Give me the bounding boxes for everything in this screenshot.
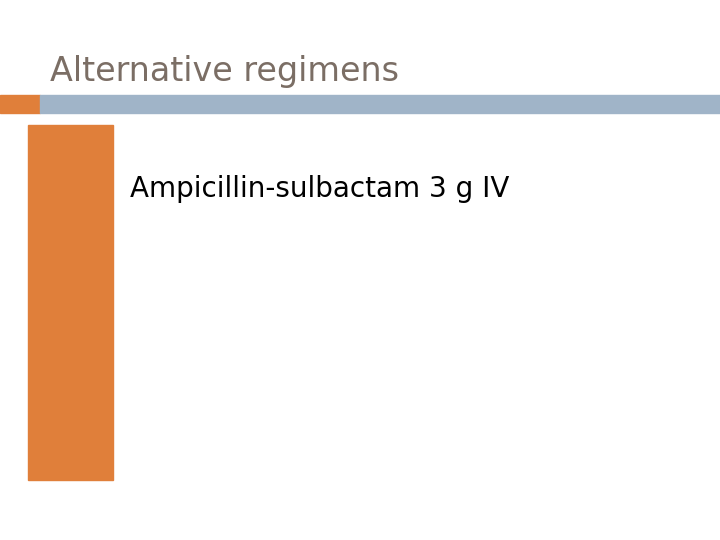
- Text: Alternative regimens: Alternative regimens: [50, 55, 399, 88]
- Text: Ampicillin-sulbactam 3 g IV: Ampicillin-sulbactam 3 g IV: [130, 175, 509, 203]
- Bar: [0, 95, 40, 113]
- Bar: [40, 95, 720, 113]
- Bar: [28, 125, 113, 480]
